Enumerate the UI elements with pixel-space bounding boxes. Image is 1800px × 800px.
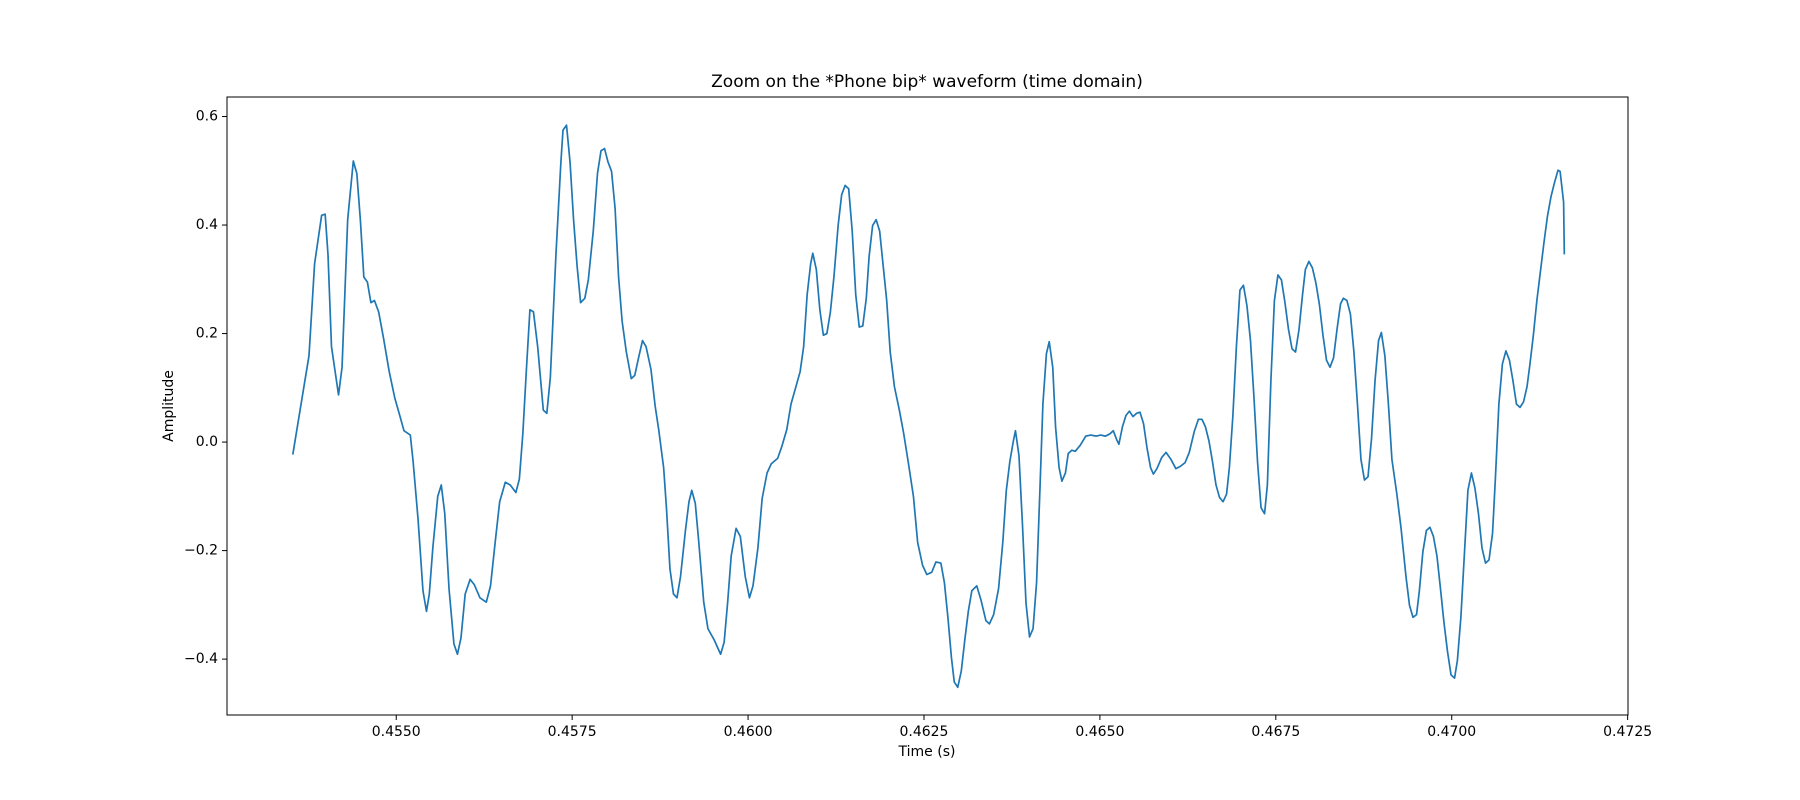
x-tick-label: 0.4650 [1075, 724, 1124, 740]
x-axis-label: Time (s) [898, 744, 956, 760]
x-tick-label: 0.4600 [724, 724, 773, 740]
x-tick-label: 0.4625 [899, 724, 948, 740]
y-tick-label: 0.2 [196, 326, 218, 342]
y-tick-label: 0.6 [196, 109, 218, 125]
plot-frame [226, 96, 1629, 716]
x-tick-label: 0.4575 [548, 724, 597, 740]
x-tick-label: 0.4550 [372, 724, 421, 740]
y-tick-label: 0.4 [196, 217, 218, 233]
x-tick-label: 0.4700 [1427, 724, 1476, 740]
waveform-line [291, 124, 1566, 689]
y-axis-label: Amplitude [161, 370, 177, 442]
chart-title: Zoom on the *Phone bip* waveform (time d… [711, 72, 1143, 92]
y-tick-label: 0.0 [196, 434, 218, 450]
y-tick-label: −0.4 [184, 651, 218, 667]
x-tick-label: 0.4725 [1603, 724, 1652, 740]
y-tick-label: −0.2 [184, 543, 218, 559]
x-tick-label: 0.4675 [1251, 724, 1300, 740]
